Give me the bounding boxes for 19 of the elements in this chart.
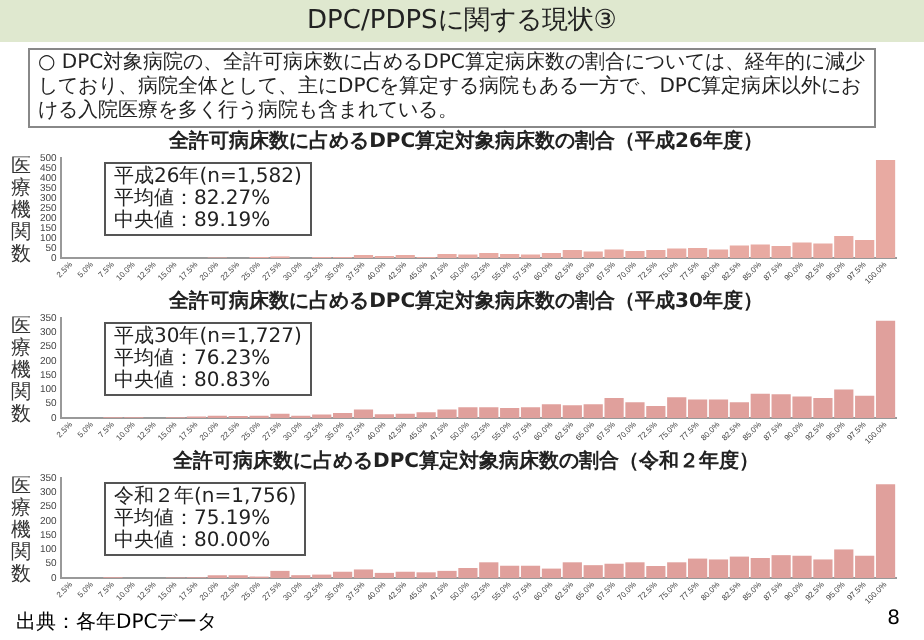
annotation: 令和２年(n=1,756) — [114, 486, 297, 508]
annotation: 中央値：89.19% — [114, 210, 273, 232]
annotation: 平成26年(n=1,582) — [114, 166, 302, 188]
chart-title: 全許可病床数に占めるDPC算定対象病床数の割合（令和２年度） — [171, 449, 759, 474]
annotation: 平均値：82.27% — [114, 188, 273, 210]
annotation: 平均値：75.19% — [114, 508, 273, 530]
y-axis-title: 医療機関数 — [10, 156, 32, 266]
chart-title: 全許可病床数に占めるDPC算定対象病床数の割合（平成26年度） — [167, 129, 763, 154]
text: ○ DPC対象病院の、全許可病床数に占めるDPC算定病床数の割合については、経年的に減少しており、病院全体として、主にDPCを算定する病院もある一方で、DPC算定病床以外における入院医療を多く行う病院も含まれている。 — [28, 48, 876, 128]
annotation: 中央値：80.83% — [114, 370, 273, 392]
source-note: 出典：各年DPCデータ — [16, 609, 218, 636]
y-axis-title: 医療機関数 — [10, 316, 32, 426]
y-axis-title: 医療機関数 — [10, 476, 32, 586]
text: DPC/PDPSに関する現状③ — [0, 0, 924, 42]
text: 8 — [887, 608, 900, 630]
chart-title: 全許可病床数に占めるDPC算定対象病床数の割合（平成30年度） — [167, 289, 763, 314]
annotation: 平均値：76.23% — [114, 348, 273, 370]
annotation: 中央値：80.00% — [114, 530, 273, 552]
annotation: 平成30年(n=1,727) — [114, 326, 302, 348]
